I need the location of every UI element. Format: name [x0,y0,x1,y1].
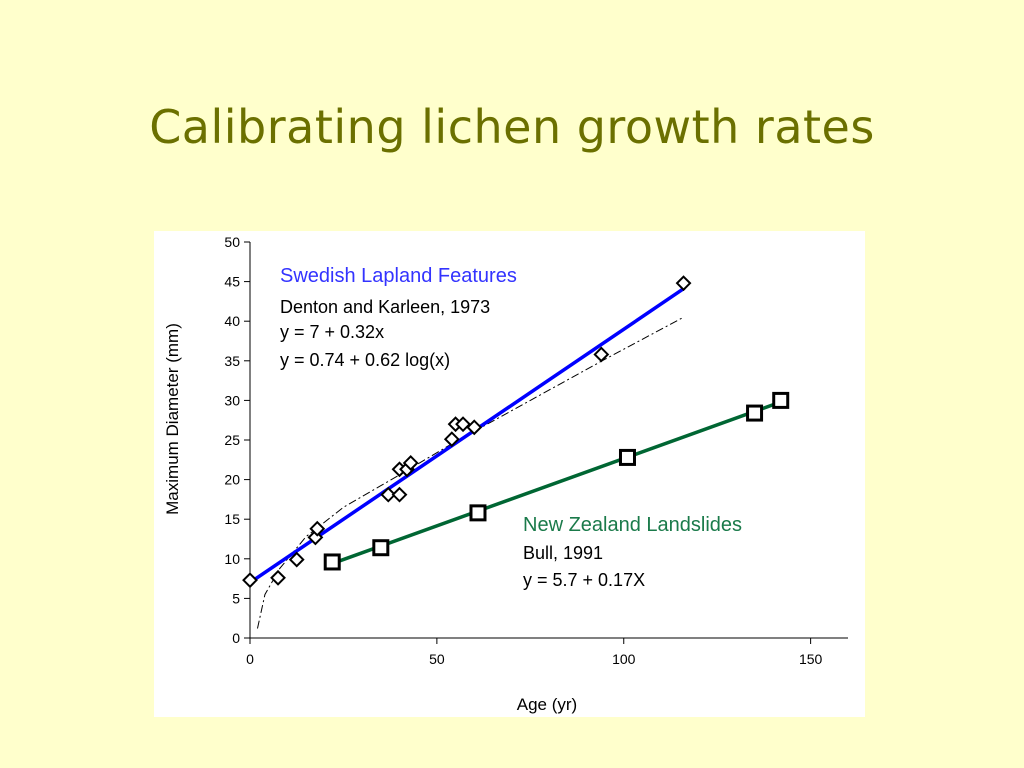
swedish-data-point [443,431,460,448]
swedish-data-point [270,569,286,586]
y-tick-label: 35 [224,353,240,369]
newzealand-data-point [323,553,341,571]
swedish-data-point [455,416,471,433]
swedish-data-point [402,455,419,471]
newzealand-data-point [772,391,790,409]
x-tick-label: 50 [429,651,445,667]
y-tick-label: 0 [232,630,240,646]
newzealand-data-point [746,404,764,422]
data-markers [242,275,790,589]
newzealand-data-point [618,448,636,466]
newzealand-annotation: New Zealand Landslides Bull, 1991 y = 5.… [523,514,742,590]
fit-lines [248,286,783,629]
y-tick-label: 25 [224,432,240,448]
swedish-data-point [675,275,692,292]
chart-panel: 0 5 10 15 20 25 30 35 40 45 50 0 50 100 150 Maximum Di… [154,231,865,717]
x-axis-label: Age (yr) [517,695,577,714]
swedish-annotation: Swedish Lapland Features Denton and Karl… [280,265,517,370]
swedish-data-point [466,419,483,436]
y-tick-label: 10 [224,551,240,567]
newzealand-linear-fit-line [330,400,783,566]
y-tick-label: 5 [232,590,240,606]
swedish-equation-log: y = 0.74 + 0.62 log(x) [280,350,450,370]
nz-equation: y = 5.7 + 0.17X [523,570,645,590]
swedish-data-point [309,520,326,537]
swedish-data-point [242,572,258,589]
nz-source: Bull, 1991 [523,543,603,563]
newzealand-data-point [469,504,487,522]
swedish-data-point [288,551,305,568]
swedish-source: Denton and Karleen, 1973 [280,297,490,317]
y-tick-label: 40 [224,313,240,329]
y-tick-label: 30 [224,392,240,408]
x-tick-label: 150 [799,651,823,667]
lichen-growth-chart: 0 5 10 15 20 25 30 35 40 45 50 0 50 100 150 Maximum Di… [163,234,848,714]
y-axis-label: Maximum Diameter (mm) [163,323,182,515]
y-tick-label: 15 [224,511,240,527]
swedish-data-point [391,486,408,503]
x-tick-label: 100 [612,651,636,667]
x-tick-label: 0 [246,651,254,667]
swedish-data-point [593,346,610,363]
swedish-title: Swedish Lapland Features [280,265,517,287]
nz-title: New Zealand Landslides [523,514,742,536]
swedish-data-point [380,486,397,503]
page-title: Calibrating lichen growth rates [149,100,875,154]
y-tick-label: 50 [224,234,240,250]
swedish-linear-fit-line [248,286,686,585]
swedish-equation-linear: y = 7 + 0.32x [280,322,384,342]
y-tick-label: 45 [224,274,240,290]
axes: 0 5 10 15 20 25 30 35 40 45 50 0 50 100 150 [224,234,848,667]
swedish-log-fit-curve [256,316,684,629]
y-tick-label: 20 [224,472,240,488]
newzealand-data-point [372,539,390,557]
